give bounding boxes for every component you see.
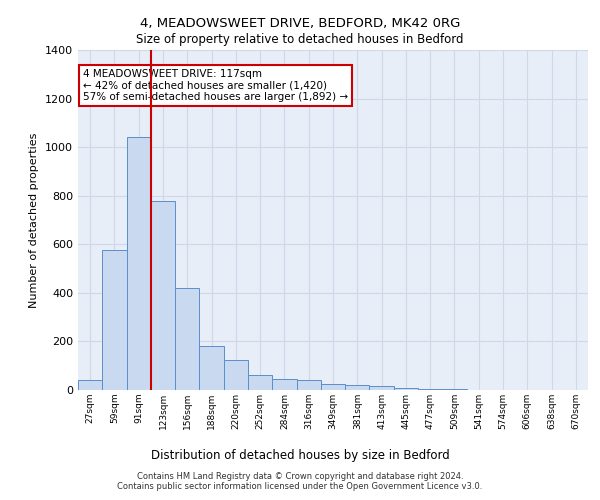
Text: 4 MEADOWSWEET DRIVE: 117sqm
← 42% of detached houses are smaller (1,420)
57% of : 4 MEADOWSWEET DRIVE: 117sqm ← 42% of det…	[83, 68, 348, 102]
Bar	[345, 385, 370, 390]
Text: Size of property relative to detached houses in Bedford: Size of property relative to detached ho…	[136, 32, 464, 46]
Bar	[151, 200, 175, 390]
Text: Distribution of detached houses by size in Bedford: Distribution of detached houses by size …	[151, 450, 449, 462]
Y-axis label: Number of detached properties: Number of detached properties	[29, 132, 40, 308]
Text: Contains public sector information licensed under the Open Government Licence v3: Contains public sector information licen…	[118, 482, 482, 491]
Bar	[321, 384, 345, 390]
Bar	[127, 138, 151, 390]
Bar	[296, 380, 321, 390]
Bar	[224, 360, 248, 390]
Bar	[78, 380, 102, 390]
Bar	[272, 379, 296, 390]
Bar	[370, 386, 394, 390]
Bar	[418, 389, 442, 390]
Bar	[102, 250, 127, 390]
Bar	[248, 376, 272, 390]
Text: 4, MEADOWSWEET DRIVE, BEDFORD, MK42 0RG: 4, MEADOWSWEET DRIVE, BEDFORD, MK42 0RG	[140, 18, 460, 30]
Text: Contains HM Land Registry data © Crown copyright and database right 2024.: Contains HM Land Registry data © Crown c…	[137, 472, 463, 481]
Bar	[175, 288, 199, 390]
Bar	[199, 346, 224, 390]
Bar	[394, 388, 418, 390]
